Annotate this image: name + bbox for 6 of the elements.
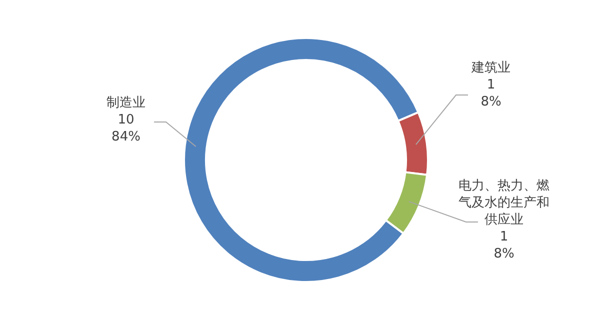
data-label: 10 84% [112,112,140,144]
data-label: 1 8% [494,229,514,262]
slice-label: 制造业 [106,95,146,110]
data-label: 1 8% [480,77,502,110]
slice-label: 建筑业 [470,60,510,76]
slice-label: 电力、热力、燃气及水的生产和供应业 [458,178,550,228]
